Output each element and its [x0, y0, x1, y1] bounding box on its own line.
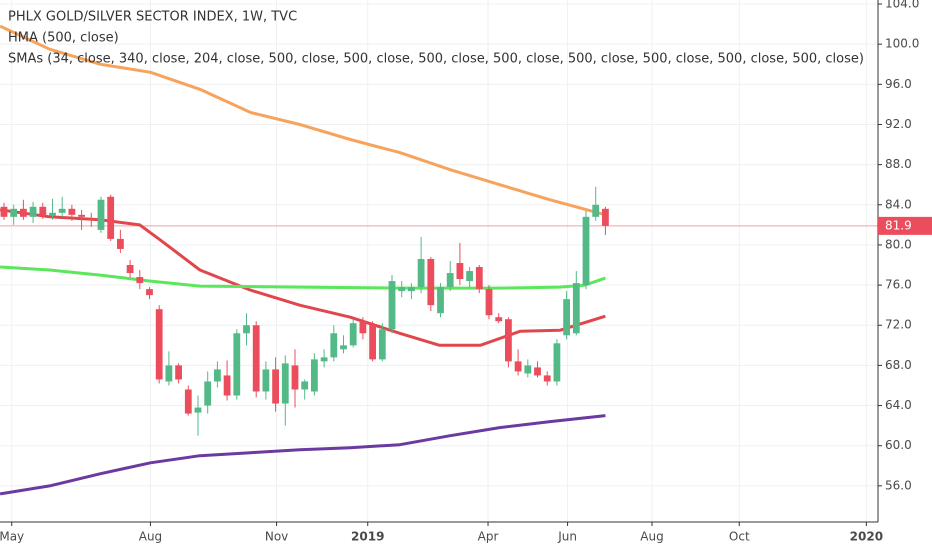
x-tick-label: May: [0, 530, 24, 544]
candle-body: [485, 289, 493, 316]
candle-body: [369, 325, 376, 360]
candle-body: [592, 204, 600, 217]
candle-body: [466, 271, 474, 282]
x-tick-label: Nov: [265, 530, 288, 544]
candle-body: [29, 206, 37, 217]
y-tick-label: 88.0: [885, 157, 912, 171]
candle-body: [582, 216, 590, 286]
candle-body: [456, 263, 464, 280]
x-tick-label: Oct: [729, 530, 750, 544]
candle-body: [165, 365, 173, 382]
candle-body: [204, 381, 212, 406]
candle-body: [184, 389, 192, 414]
candle-body: [155, 309, 163, 380]
candle-body: [233, 333, 241, 396]
candle-body: [243, 325, 250, 334]
candle-body: [408, 287, 415, 292]
y-tick-label: 80.0: [885, 237, 912, 251]
candle-body: [49, 212, 56, 216]
y-tick-label: 96.0: [885, 77, 912, 91]
chart-title: PHLX GOLD/SILVER SECTOR INDEX, 1W, TVC: [8, 10, 297, 25]
candle-body: [146, 289, 153, 296]
candle-body: [97, 199, 105, 230]
candle-body: [107, 196, 115, 239]
y-tick-label: 84.0: [885, 197, 912, 211]
candle-body: [340, 345, 347, 350]
candle-body: [68, 208, 76, 215]
candle-body: [281, 363, 289, 404]
candle-body: [427, 258, 435, 306]
x-tick-label: Aug: [139, 530, 162, 544]
y-tick-label: 68.0: [885, 358, 912, 372]
x-tick-label: Aug: [640, 530, 663, 544]
x-tick-label: 2020: [850, 530, 883, 544]
x-tick-label: 2019: [351, 530, 384, 544]
candle-body: [330, 333, 338, 358]
candle-body: [514, 361, 522, 372]
candle-body: [311, 359, 318, 392]
candle-body: [320, 357, 328, 362]
candle-body: [446, 273, 454, 288]
price-badge: [878, 216, 932, 235]
indicator-label: HMA (500, close): [8, 31, 119, 46]
candle-body: [87, 218, 95, 220]
indicator-line: [0, 265, 606, 290]
candle-body: [116, 238, 124, 249]
candle-body: [223, 375, 231, 396]
candle-body: [39, 206, 47, 216]
price-label: 81.9: [885, 218, 912, 232]
y-tick-label: 100.0: [885, 37, 919, 51]
y-tick-label: 64.0: [885, 398, 912, 412]
y-tick-label: 92.0: [885, 117, 912, 131]
y-tick-label: 104.0: [885, 0, 919, 11]
candle-body: [553, 343, 561, 382]
candle-body: [543, 375, 551, 382]
candle-body: [262, 369, 270, 392]
candle-body: [175, 365, 182, 380]
indicator-label: SMAs (34, close, 340, close, 204, close,…: [8, 52, 864, 67]
candle-body: [602, 208, 609, 226]
candle-body: [136, 277, 144, 284]
candle-body: [378, 329, 386, 360]
candle-body: [10, 208, 18, 217]
candle-body: [252, 325, 260, 392]
candle-body: [349, 323, 357, 346]
candle-body: [291, 365, 299, 390]
indicator-line: [0, 24, 606, 217]
candle-body: [19, 208, 27, 217]
x-tick-label: Jun: [557, 530, 577, 544]
candle-body: [563, 299, 571, 336]
indicator-line: [0, 414, 606, 496]
candle-body: [213, 369, 221, 382]
candle-body: [505, 319, 512, 362]
candle-body: [495, 317, 503, 322]
candle-body: [272, 369, 279, 404]
y-tick-label: 76.0: [885, 278, 912, 292]
y-tick-label: 60.0: [885, 438, 912, 452]
candle-body: [437, 287, 444, 314]
x-tick-label: Apr: [478, 530, 499, 544]
candle-body: [475, 267, 483, 290]
candle-body: [524, 365, 532, 374]
candle-body: [0, 206, 8, 217]
candle-body: [58, 208, 66, 213]
candle-body: [417, 258, 425, 288]
candle-body: [572, 283, 580, 334]
candle-body: [359, 321, 367, 334]
candle-body: [194, 407, 202, 413]
candle-body: [126, 265, 134, 274]
candle-body: [78, 214, 85, 217]
candle-body: [534, 367, 541, 376]
candle-body: [301, 381, 309, 390]
y-tick-label: 72.0: [885, 318, 912, 332]
candle-body: [398, 287, 406, 292]
candle-body: [388, 281, 396, 330]
y-tick-label: 56.0: [885, 478, 912, 492]
